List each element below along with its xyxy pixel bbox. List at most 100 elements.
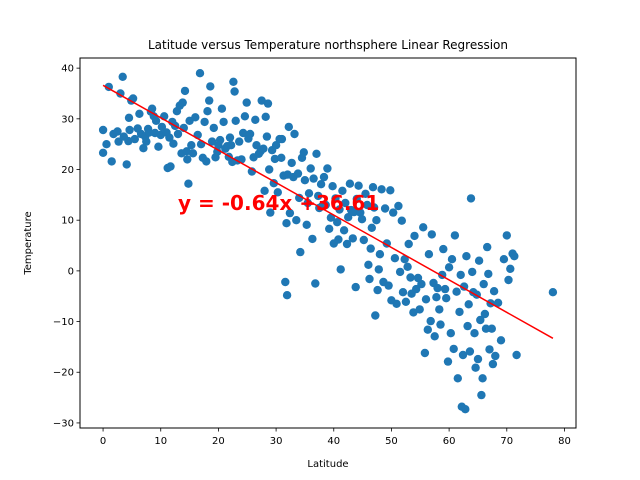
data-point bbox=[455, 307, 464, 317]
data-point bbox=[173, 129, 183, 139]
data-point bbox=[502, 231, 511, 240]
data-point bbox=[169, 139, 178, 148]
data-point bbox=[165, 133, 174, 142]
data-point bbox=[187, 141, 196, 150]
data-point bbox=[491, 351, 500, 361]
x-tick-label: 70 bbox=[500, 436, 513, 447]
data-point bbox=[341, 198, 350, 208]
data-point bbox=[392, 299, 401, 308]
data-point bbox=[444, 263, 454, 272]
data-point bbox=[231, 116, 240, 126]
x-tick-label: 50 bbox=[385, 436, 398, 447]
data-point bbox=[453, 374, 462, 383]
x-tick-label: 40 bbox=[327, 436, 340, 447]
data-point bbox=[240, 112, 250, 121]
data-point bbox=[219, 117, 228, 127]
data-point bbox=[282, 291, 292, 300]
data-point bbox=[217, 104, 227, 113]
data-point bbox=[440, 284, 450, 294]
data-point bbox=[352, 194, 361, 204]
data-point bbox=[463, 321, 472, 331]
chart-title: Latitude versus Temperature northsphere … bbox=[148, 38, 508, 52]
data-point bbox=[372, 216, 381, 225]
data-point bbox=[235, 137, 244, 146]
data-point bbox=[390, 254, 400, 263]
data-point bbox=[284, 122, 293, 132]
data-point bbox=[462, 252, 471, 261]
data-point bbox=[443, 357, 453, 366]
data-point bbox=[203, 107, 212, 116]
data-point bbox=[458, 350, 468, 360]
data-point bbox=[419, 223, 428, 232]
data-point bbox=[323, 164, 332, 173]
data-point bbox=[415, 305, 424, 314]
y-axis-title: Temperature bbox=[23, 211, 34, 275]
y-tick-label: 10 bbox=[61, 216, 74, 227]
data-point bbox=[206, 82, 215, 91]
data-point bbox=[124, 113, 134, 123]
data-point bbox=[182, 147, 191, 156]
data-point bbox=[506, 264, 515, 273]
data-point bbox=[114, 137, 123, 146]
data-point bbox=[474, 256, 484, 265]
data-point bbox=[147, 104, 157, 113]
data-point bbox=[202, 157, 211, 166]
y-tick-label: 40 bbox=[61, 64, 74, 75]
data-point bbox=[446, 329, 455, 338]
data-point bbox=[476, 315, 485, 325]
data-point bbox=[464, 300, 473, 309]
data-point bbox=[412, 284, 421, 294]
data-point bbox=[373, 285, 382, 295]
data-point bbox=[427, 230, 436, 239]
data-point bbox=[142, 137, 151, 146]
data-point bbox=[394, 201, 403, 211]
data-point bbox=[326, 213, 336, 222]
data-point bbox=[493, 298, 503, 307]
axis-ticks: 0 10 20 30 40 50 60 70 80 −30 −20 −10 0 10 20 30 40 bbox=[53, 64, 571, 447]
data-point bbox=[209, 123, 218, 133]
data-point bbox=[122, 160, 131, 169]
data-point bbox=[229, 77, 238, 87]
data-point bbox=[485, 345, 494, 354]
data-point bbox=[380, 204, 390, 213]
data-point bbox=[302, 220, 311, 229]
data-point bbox=[183, 155, 192, 164]
data-point bbox=[200, 117, 209, 127]
data-point bbox=[225, 133, 235, 142]
data-point bbox=[484, 269, 493, 279]
data-point bbox=[496, 336, 506, 345]
data-point bbox=[442, 294, 451, 303]
data-point bbox=[357, 215, 367, 224]
data-point bbox=[195, 69, 205, 78]
data-point bbox=[230, 87, 239, 96]
data-point bbox=[321, 200, 330, 210]
data-point bbox=[336, 265, 345, 274]
data-point bbox=[473, 354, 483, 364]
data-point bbox=[471, 363, 480, 372]
data-point bbox=[118, 72, 127, 82]
data-point bbox=[339, 226, 349, 235]
data-point bbox=[433, 283, 442, 293]
data-point bbox=[342, 239, 352, 249]
data-point bbox=[488, 359, 498, 369]
data-point bbox=[263, 99, 273, 108]
data-point bbox=[295, 193, 304, 203]
data-point bbox=[349, 207, 359, 217]
data-point bbox=[452, 287, 461, 296]
data-point bbox=[359, 235, 368, 245]
data-point bbox=[354, 181, 363, 190]
data-point bbox=[157, 122, 167, 132]
data-point bbox=[139, 144, 148, 153]
data-point bbox=[430, 332, 439, 341]
x-tick-label: 60 bbox=[443, 436, 456, 447]
data-point bbox=[331, 194, 340, 203]
data-point bbox=[207, 137, 217, 146]
data-point bbox=[504, 275, 513, 285]
data-point bbox=[259, 144, 268, 153]
data-point bbox=[420, 348, 430, 358]
x-tick-label: 80 bbox=[558, 436, 571, 447]
data-point bbox=[309, 174, 318, 183]
data-point bbox=[292, 216, 301, 225]
data-point bbox=[461, 405, 470, 414]
